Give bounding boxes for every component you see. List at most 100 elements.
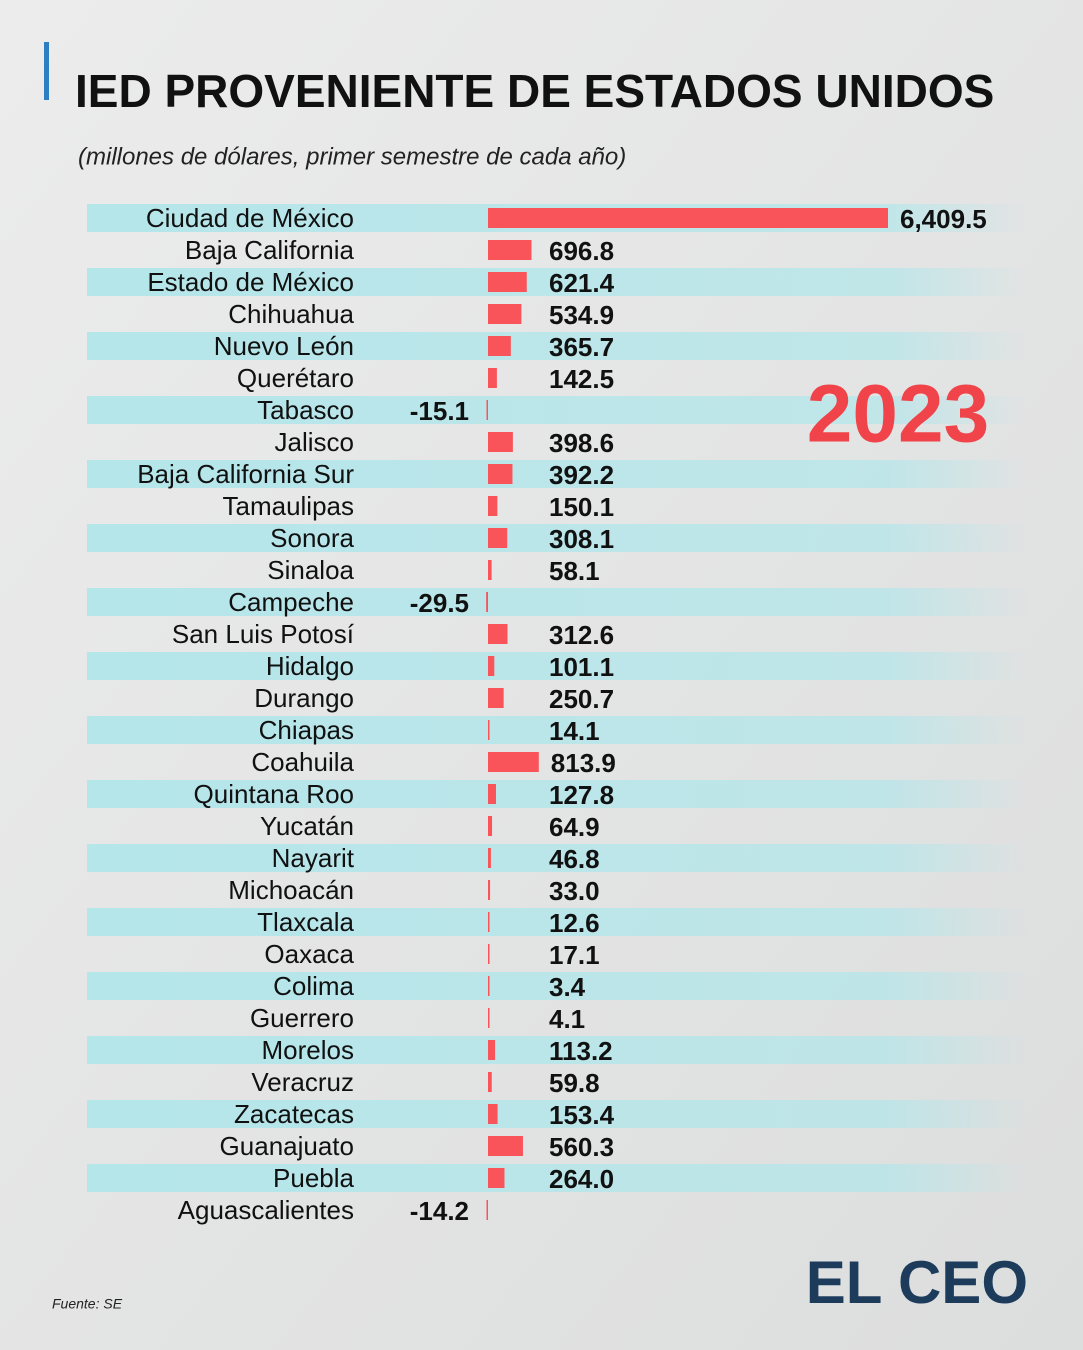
bar: [488, 784, 496, 804]
category-label: San Luis Potosí: [172, 619, 355, 649]
category-label: Chihuahua: [228, 299, 354, 329]
value-label: 12.6: [549, 908, 600, 938]
bar: [488, 688, 504, 708]
row-stripe: [87, 332, 1027, 360]
category-label: Yucatán: [260, 811, 354, 841]
category-label: Oaxaca: [264, 939, 354, 969]
chart-subtitle: (millones de dólares, primer semestre de…: [78, 143, 626, 170]
bar: [488, 848, 491, 868]
value-label: 560.3: [549, 1132, 614, 1162]
value-label: 312.6: [549, 620, 614, 650]
value-label: 58.1: [549, 556, 600, 586]
bar: [488, 528, 508, 548]
row-stripe: [87, 844, 1027, 872]
value-label: 17.1: [549, 940, 600, 970]
value-label: 150.1: [549, 492, 614, 522]
row-stripe: [87, 972, 1027, 1000]
value-label: -29.5: [410, 588, 469, 618]
value-label: 398.6: [549, 428, 614, 458]
bar: [486, 1200, 488, 1220]
category-label: Tamaulipas: [222, 491, 354, 521]
value-label: 3.4: [549, 972, 586, 1002]
category-label: Chiapas: [259, 715, 354, 745]
bar: [488, 432, 513, 452]
value-label: 308.1: [549, 524, 614, 554]
value-label: 14.1: [549, 716, 600, 746]
row-stripe: [87, 1164, 1027, 1192]
bar: [488, 1072, 492, 1092]
row-stripe: [87, 908, 1027, 936]
category-label: Baja California: [185, 235, 355, 265]
category-label: Guanajuato: [220, 1131, 354, 1161]
bar: [488, 208, 888, 228]
value-label: 813.9: [551, 748, 616, 778]
category-label: Aguascalientes: [178, 1195, 354, 1225]
bar: [486, 400, 488, 420]
bar: [488, 720, 490, 740]
accent-bar: [44, 42, 49, 100]
value-label: 392.2: [549, 460, 614, 490]
category-label: Estado de México: [147, 267, 354, 297]
bar: [488, 336, 511, 356]
value-label: 696.8: [549, 236, 614, 266]
row-stripe: [87, 460, 1027, 488]
row-stripe: [87, 396, 1027, 424]
category-label: Tlaxcala: [257, 907, 354, 937]
logo: EL CEO: [806, 1249, 1028, 1316]
category-label: Sinaloa: [267, 555, 354, 585]
bar: [488, 624, 508, 644]
bar: [488, 496, 498, 516]
category-label: Nayarit: [272, 843, 355, 873]
category-label: Guerrero: [250, 1003, 354, 1033]
category-label: Nuevo León: [214, 331, 354, 361]
category-label: Sonora: [270, 523, 354, 553]
bar: [488, 240, 532, 260]
chart-title: IED PROVENIENTE DE ESTADOS UNIDOS: [75, 65, 994, 117]
bar: [488, 976, 490, 996]
bar: [488, 912, 490, 932]
value-label: 142.5: [549, 364, 614, 394]
category-label: Hidalgo: [266, 651, 354, 681]
bar: [488, 272, 527, 292]
value-label: 264.0: [549, 1164, 614, 1194]
bar: [488, 944, 490, 964]
category-label: Quintana Roo: [194, 779, 354, 809]
row-stripe: [87, 588, 1027, 616]
row-stripe: [87, 780, 1027, 808]
category-label: Michoacán: [228, 875, 354, 905]
bar: [488, 1136, 523, 1156]
category-label: Jalisco: [275, 427, 354, 457]
category-label: Ciudad de México: [146, 203, 354, 233]
row-stripe: [87, 652, 1027, 680]
bar: [488, 1008, 490, 1028]
bar: [488, 464, 513, 484]
category-label: Campeche: [228, 587, 354, 617]
value-label: 621.4: [549, 268, 615, 298]
bar: [488, 656, 495, 676]
category-label: Colima: [273, 971, 354, 1001]
category-label: Querétaro: [237, 363, 354, 393]
bar: [488, 368, 497, 388]
bar: [486, 592, 488, 612]
value-label: 365.7: [549, 332, 614, 362]
value-label: 534.9: [549, 300, 614, 330]
category-label: Veracruz: [251, 1067, 354, 1097]
value-label: 46.8: [549, 844, 600, 874]
bar: [488, 1168, 505, 1188]
category-label: Coahuila: [251, 747, 354, 777]
row-stripe: [87, 716, 1027, 744]
bar: [488, 880, 491, 900]
category-label: Puebla: [273, 1163, 354, 1193]
value-label: 127.8: [549, 780, 614, 810]
value-label: 153.4: [549, 1100, 615, 1130]
value-label: 113.2: [549, 1036, 613, 1066]
value-label: 64.9: [549, 812, 600, 842]
category-label: Tabasco: [257, 395, 354, 425]
category-label: Durango: [254, 683, 354, 713]
bar: [488, 816, 493, 836]
row-stripe: [87, 1100, 1027, 1128]
category-label: Zacatecas: [234, 1099, 354, 1129]
value-label: 4.1: [549, 1004, 585, 1034]
value-label: -15.1: [410, 396, 469, 426]
